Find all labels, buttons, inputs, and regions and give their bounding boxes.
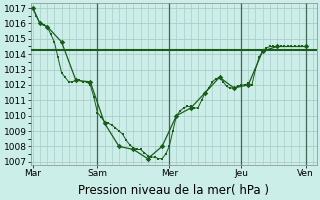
X-axis label: Pression niveau de la mer( hPa ): Pression niveau de la mer( hPa ) — [78, 184, 269, 197]
